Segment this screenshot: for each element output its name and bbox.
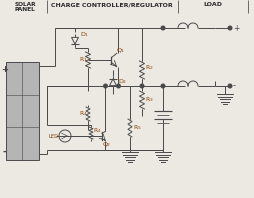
Text: D$_1$: D$_1$ (80, 30, 89, 39)
Text: R$_3$: R$_3$ (145, 96, 153, 105)
Text: LOAD: LOAD (203, 2, 222, 7)
Circle shape (116, 84, 120, 88)
Circle shape (161, 84, 164, 88)
Text: CHARGE CONTROLLER/REGULATOR: CHARGE CONTROLLER/REGULATOR (51, 2, 172, 7)
Text: R$_1$: R$_1$ (79, 56, 87, 65)
Circle shape (227, 84, 231, 88)
Text: R$_5$: R$_5$ (133, 124, 141, 132)
Text: -: - (3, 147, 7, 157)
Circle shape (161, 26, 164, 30)
Circle shape (140, 84, 143, 88)
Circle shape (103, 84, 107, 88)
Text: Q$_1$: Q$_1$ (116, 46, 125, 55)
Text: SOLAR: SOLAR (14, 2, 36, 7)
Text: -: - (232, 82, 235, 90)
Text: Q$_2$: Q$_2$ (102, 140, 111, 149)
Text: R$_4$: R$_4$ (79, 109, 87, 118)
Text: R$_2$: R$_2$ (145, 64, 153, 72)
Text: PANEL: PANEL (14, 7, 35, 12)
Text: D$_2$: D$_2$ (118, 77, 127, 86)
Bar (6, 62, 39, 160)
Text: LED: LED (49, 133, 59, 138)
Text: +: + (2, 65, 8, 73)
Text: R$_4$: R$_4$ (93, 127, 101, 135)
Circle shape (227, 26, 231, 30)
Text: +: + (232, 24, 239, 32)
